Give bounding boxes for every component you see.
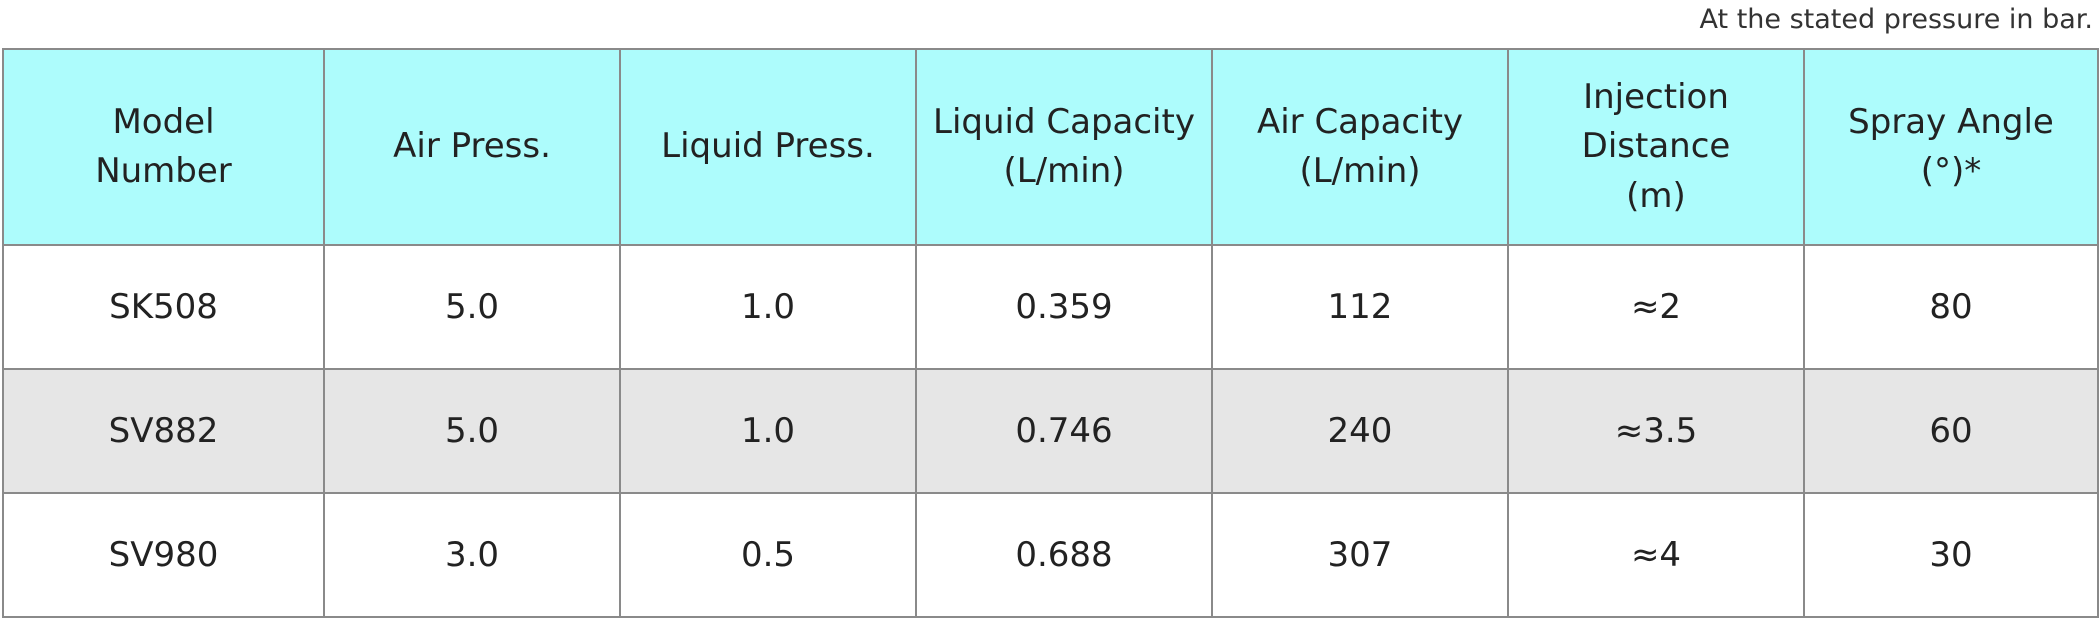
- table-body: SK508 5.0 1.0 0.359 112 ≈2 80 SV882 5.0 1.0 0.746 2…: [2, 244, 2099, 618]
- table-cell: ≈3.5: [1507, 368, 1805, 494]
- table-row: SK508 5.0 1.0 0.359 112 ≈2 80: [2, 244, 2099, 370]
- table-cell: 60: [1803, 368, 2099, 494]
- table-cell: 80: [1803, 244, 2099, 370]
- table-cell: 3.0: [323, 492, 621, 618]
- header-cell: Air Press.: [323, 48, 621, 246]
- table-cell: SK508: [2, 244, 325, 370]
- table-cell: 307: [1211, 492, 1509, 618]
- table-row: SV882 5.0 1.0 0.746 240 ≈3.5 60: [2, 368, 2099, 494]
- table-cell: 0.688: [915, 492, 1213, 618]
- table-cell: ≈2: [1507, 244, 1805, 370]
- note: At the stated pressure in bar.: [1699, 4, 2093, 35]
- header-cell: Injection Distance (m): [1507, 48, 1805, 246]
- table-cell: 5.0: [323, 244, 621, 370]
- header-cell: Liquid Press.: [619, 48, 917, 246]
- table-cell: 1.0: [619, 244, 917, 370]
- table-cell: ≈4: [1507, 492, 1805, 618]
- table-cell: 30: [1803, 492, 2099, 618]
- table-cell: 5.0: [323, 368, 621, 494]
- spec-table: Model Number Air Press. Liquid Press. Liqui…: [2, 48, 2099, 618]
- table-cell: 240: [1211, 368, 1509, 494]
- table-cell: SV980: [2, 492, 325, 618]
- table-cell: 0.5: [619, 492, 917, 618]
- table-cell: SV882: [2, 368, 325, 494]
- table-row: SV980 3.0 0.5 0.688 307 ≈4 30: [2, 492, 2099, 618]
- header-cell: Air Capacity (L/min): [1211, 48, 1509, 246]
- header-cell: Spray Angle (°)*: [1803, 48, 2099, 246]
- header-cell: Liquid Capacity (L/min): [915, 48, 1213, 246]
- table-cell: 1.0: [619, 368, 917, 494]
- header-cell: Model Number: [2, 48, 325, 246]
- header-row: Model Number Air Press. Liquid Press. Liqui…: [2, 48, 2099, 246]
- table-cell: 0.359: [915, 244, 1213, 370]
- table-cell: 0.746: [915, 368, 1213, 494]
- table-cell: 112: [1211, 244, 1509, 370]
- table-header: Model Number Air Press. Liquid Press. Liqui…: [2, 48, 2099, 246]
